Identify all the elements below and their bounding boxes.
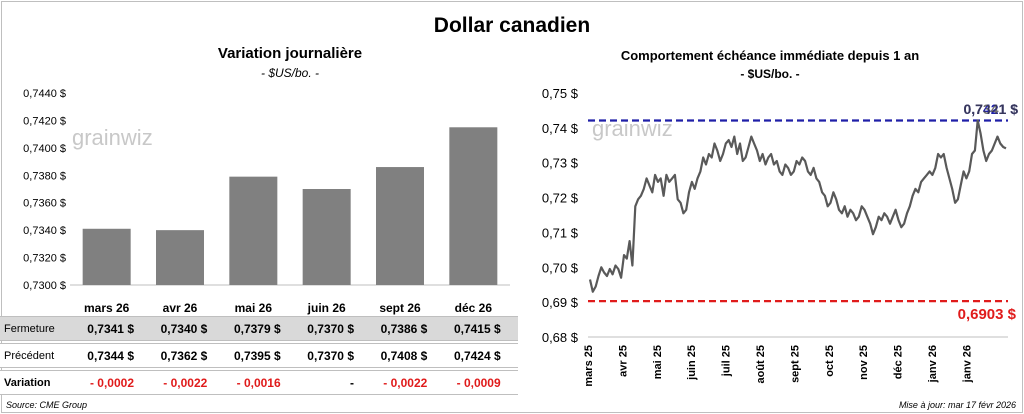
x-tick-label: mars 25 xyxy=(583,345,595,387)
y-tick-label: 0,70 $ xyxy=(542,260,579,275)
table-cell: 0,7370 $ xyxy=(307,322,354,336)
y-tick-label: 0,7300 $ xyxy=(23,280,66,292)
table-cell: - 0,0002 xyxy=(89,376,134,390)
x-tick-label: juil 25 xyxy=(721,345,733,377)
bar xyxy=(302,189,351,285)
table-cell: - 0,0022 xyxy=(383,376,428,390)
table-cell: - 0,0022 xyxy=(163,376,208,390)
table-cell: 0,7386 $ xyxy=(380,322,428,336)
x-tick-label: nov 25 xyxy=(858,345,870,380)
table-row: Variation - 0,0002 - 0,0022 - 0,0016 - - 0,00… xyxy=(0,370,518,395)
left-chart-subtitle: - $US/bo. - xyxy=(260,66,320,80)
row-label: Fermeture xyxy=(4,323,55,335)
left-chart-title: Variation journalière xyxy=(217,45,363,62)
table-cell: 0,7424 $ xyxy=(453,349,501,363)
x-tick-label: déc 26 xyxy=(455,301,493,315)
y-tick-label: 0,75 $ xyxy=(542,86,579,101)
x-tick-label: juin 25 xyxy=(686,345,698,381)
row-label: Précédent xyxy=(4,350,55,362)
table-cell: - 0,0016 xyxy=(236,376,281,390)
update-note: Mise à jour: mar 17 févr 2026 xyxy=(898,400,1016,410)
source-note: Source: CME Group xyxy=(6,400,88,410)
table-row: Précédent 0,7344 $ 0,7362 $ 0,7395 $ 0,7370 … xyxy=(0,343,518,368)
y-tick-label: 0,7400 $ xyxy=(23,143,66,155)
y-tick-label: 0,7420 $ xyxy=(23,115,66,127)
table-cell: - xyxy=(350,376,354,390)
x-tick-label: mai 25 xyxy=(652,345,664,379)
x-tick-label: avr 26 xyxy=(163,301,198,315)
x-tick-label: août 25 xyxy=(755,345,767,384)
table-cell: 0,7341 $ xyxy=(87,322,134,336)
right-chart-title: Comportement échéance immédiate depuis 1… xyxy=(620,48,920,63)
last-value-label: 0,7341 $ xyxy=(964,101,1019,117)
x-tick-label: sept 25 xyxy=(789,345,801,383)
x-tick-label: mai 26 xyxy=(235,301,273,315)
y-tick-label: 0,69 $ xyxy=(542,295,579,310)
table-cell: 0,7362 $ xyxy=(160,349,208,363)
high-value-label: 0,7421 $ xyxy=(964,101,1019,117)
y-tick-label: 0,7440 $ xyxy=(23,88,66,100)
y-tick-label: 0,74 $ xyxy=(542,121,579,136)
x-tick-label: mars 26 xyxy=(84,301,130,315)
bar xyxy=(449,127,498,286)
x-tick-label: déc 25 xyxy=(893,345,905,379)
x-tick-label: avr 25 xyxy=(617,345,629,377)
table-cell: 0,7344 $ xyxy=(87,349,134,363)
bar xyxy=(376,167,424,285)
x-tick-label: sept 26 xyxy=(379,301,421,315)
bar-chart: 0,7300 $ 0,7320 $ 0,7340 $ 0,7360 $ 0,7380 $… xyxy=(23,88,510,315)
table-cell: 0,7415 $ xyxy=(453,322,501,336)
price-series-line xyxy=(588,119,1007,293)
bar xyxy=(229,176,278,285)
x-tick-label: juin 26 xyxy=(307,301,346,315)
x-tick-label: janv 26 xyxy=(961,345,973,383)
y-tick-label: 0,71 $ xyxy=(542,225,579,240)
low-value-label: 0,6903 $ xyxy=(958,306,1017,323)
y-tick-label: 0,7340 $ xyxy=(23,225,66,237)
y-tick-label: 0,7320 $ xyxy=(23,253,66,265)
table-cell: 0,7379 $ xyxy=(233,322,281,336)
y-tick-label: 0,68 $ xyxy=(542,330,579,345)
row-label: Variation xyxy=(4,377,51,389)
x-tick-label: oct 25 xyxy=(824,345,836,377)
y-tick-label: 0,73 $ xyxy=(542,156,579,171)
table-row: Fermeture 0,7341 $ 0,7340 $ 0,7379 $ 0,7370 … xyxy=(0,316,518,341)
watermark-logo: grainwiz xyxy=(72,125,153,150)
table-cell: 0,7408 $ xyxy=(380,349,428,363)
table-cell: 0,7340 $ xyxy=(160,322,208,336)
table-cell: - 0,0009 xyxy=(456,376,501,390)
y-tick-label: 0,7360 $ xyxy=(23,198,66,210)
right-chart-subtitle: - $US/bo. - xyxy=(740,67,800,81)
y-tick-label: 0,72 $ xyxy=(542,191,579,206)
bar xyxy=(82,228,131,285)
y-tick-label: 0,7380 $ xyxy=(23,170,66,182)
x-tick-label: janv 26 xyxy=(927,345,939,383)
table-cell: 0,7370 $ xyxy=(307,349,354,363)
line-chart: 0,68 $ 0,69 $ 0,70 $ 0,71 $ 0,72 $ 0,73 $ 0,74… xyxy=(542,86,1018,387)
page-title: Dollar canadien xyxy=(433,14,591,37)
bar xyxy=(156,230,204,285)
table-cell: 0,7395 $ xyxy=(233,349,281,363)
